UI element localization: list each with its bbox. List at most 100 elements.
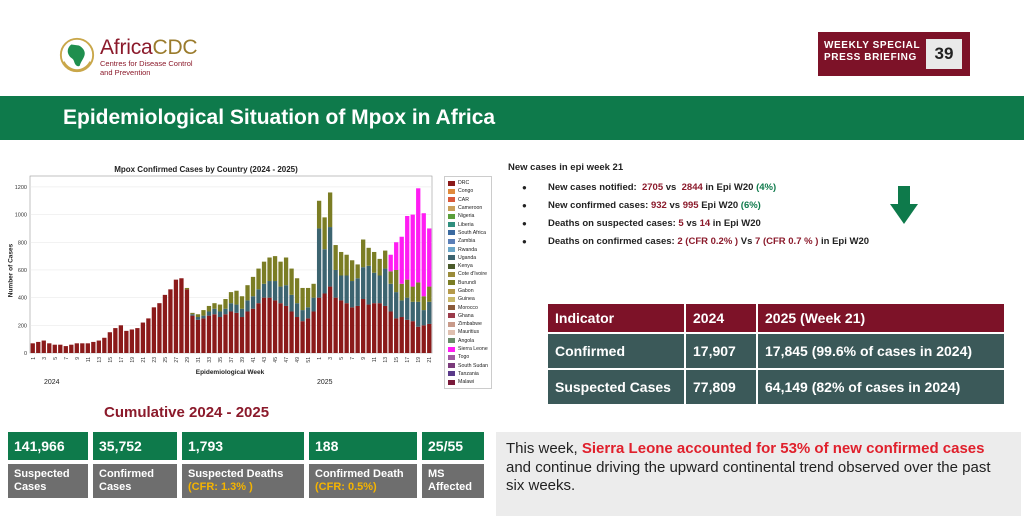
- bar-segment-drc: [405, 319, 410, 353]
- bar-segment-drc: [52, 344, 57, 353]
- bar-segment-drc: [239, 317, 245, 353]
- bar-segment-uganda: [350, 281, 355, 308]
- chart-legend: DRC Congo CAR Cameroon Nigeria Liberia South A…: [444, 176, 492, 390]
- bar-segment-uganda: [421, 310, 426, 326]
- bar-segment-uganda: [366, 265, 371, 305]
- bar-segment-uganda: [377, 275, 382, 304]
- bar-segment-burundi: [327, 192, 333, 228]
- bar-segment-drc: [228, 311, 234, 353]
- legend-label: Liberia: [458, 221, 474, 228]
- bar-segment-drc: [157, 303, 162, 353]
- card-value: 25/55: [422, 432, 484, 460]
- table-cell: 77,809: [686, 370, 756, 404]
- bar-segment-burundi: [256, 268, 261, 290]
- bar-segment-uganda: [405, 297, 410, 320]
- y-tick-label: 200: [18, 323, 27, 329]
- legend-item: Mauritius: [448, 328, 488, 336]
- legend-item: Nigeria: [448, 212, 488, 220]
- bar-segment-drc: [361, 299, 366, 353]
- bar-segment-burundi: [350, 260, 355, 282]
- bar-segment-burundi: [355, 264, 360, 279]
- bar-segment-burundi: [311, 283, 316, 298]
- bar-segment-drc: [333, 297, 338, 353]
- brand-subtitle: Centres for Disease Control and Preventio…: [100, 59, 193, 77]
- bar-segment-drc: [102, 337, 107, 353]
- bar-segment-drc: [366, 304, 371, 353]
- bar-segment-burundi: [394, 269, 399, 293]
- bar-segment-uganda: [327, 227, 333, 287]
- legend-item: Congo: [448, 187, 488, 195]
- bar-segment-burundi: [250, 276, 256, 297]
- bar-segment-uganda: [217, 311, 223, 318]
- bar-segment-uganda: [250, 296, 256, 309]
- bar-segment-drc: [355, 305, 360, 353]
- bar-segment-uganda: [283, 285, 289, 306]
- bar-segment-drc: [322, 293, 327, 353]
- bar-segment-uganda: [416, 301, 421, 327]
- bar-segment-burundi: [228, 292, 234, 304]
- bar-segment-drc: [85, 343, 90, 353]
- legend-item: Zimbabwe: [448, 320, 488, 328]
- bar-segment-drc: [294, 317, 300, 353]
- legend-swatch: [448, 247, 455, 253]
- x-tick-label: 35: [218, 357, 224, 363]
- legend-item: South Africa: [448, 229, 488, 237]
- legend-swatch: [448, 205, 455, 211]
- bar-segment-drc: [91, 341, 96, 353]
- x-tick-label: 51: [306, 357, 312, 363]
- bar-segment-uganda: [289, 294, 294, 312]
- legend-label: Togo: [458, 354, 470, 361]
- bar-segment-drc: [118, 325, 124, 353]
- bar-segment-drc: [47, 343, 52, 353]
- card-suspected-deaths: 1,793 Suspected Deaths (CFR: 1.3% ): [182, 432, 304, 498]
- legend-label: Tanzania: [458, 370, 479, 377]
- bar-segment-uganda: [333, 269, 338, 298]
- table-row: Suspected Cases 77,809 64,149 (82% of ca…: [548, 370, 1004, 404]
- bar-segment-uganda: [228, 303, 234, 312]
- legend-swatch: [448, 230, 455, 236]
- x-tick-label: 3: [328, 357, 334, 360]
- x-axis-label: Epidemiological Week: [195, 369, 265, 376]
- legend-label: Cameroon: [458, 205, 483, 212]
- bar-segment-drc: [223, 314, 228, 353]
- bar-segment-uganda: [206, 311, 212, 316]
- card-label: Confirmed Death (CFR: 0.5%): [309, 464, 417, 498]
- legend-label: Angola: [458, 337, 475, 344]
- year-label-2024: 2024: [44, 379, 60, 386]
- card-label: Confirmed Cases: [93, 464, 177, 498]
- legend-item: Liberia: [448, 220, 488, 228]
- legend-label: South Sudan: [458, 362, 488, 369]
- bar-segment-drc: [173, 279, 179, 353]
- bar-segment-drc: [250, 308, 256, 353]
- x-tick-label: 9: [361, 357, 367, 360]
- bar-segment-uganda: [305, 307, 311, 319]
- legend-swatch: [448, 288, 455, 294]
- bar-segment-burundi: [361, 239, 366, 268]
- legend-swatch: [448, 329, 455, 335]
- table-row: Confirmed 17,907 17,845 (99.6% of cases …: [548, 334, 1004, 368]
- bar-segment-burundi: [267, 257, 272, 282]
- card-value: 1,793: [182, 432, 304, 460]
- x-tick-label: 41: [251, 357, 257, 363]
- legend-swatch: [448, 354, 455, 360]
- bar-segment-uganda: [344, 275, 349, 304]
- legend-label: Zimbabwe: [458, 321, 482, 328]
- bar-segment-burundi: [289, 268, 294, 295]
- bar-segment-uganda: [261, 283, 267, 298]
- bar-segment-drc: [344, 303, 349, 353]
- legend-item: Kenya: [448, 262, 488, 270]
- bar-segment-burundi: [383, 250, 388, 269]
- x-tick-label: 15: [394, 357, 400, 363]
- bar-segment-burundi: [333, 245, 338, 270]
- table-cell: 17,907: [686, 334, 756, 368]
- x-tick-label: 5: [53, 357, 59, 360]
- bar-segment-drc: [272, 300, 278, 353]
- bar-segment-drc: [179, 278, 184, 353]
- bar-segment-drc: [113, 328, 118, 353]
- bar-segment-burundi: [184, 287, 190, 290]
- bar-segment-uganda: [278, 286, 283, 304]
- legend-label: Kenya: [458, 263, 473, 270]
- stat-new-confirmed: New confirmed cases: 932 vs 995 Epi W20 …: [508, 197, 1008, 215]
- bar-segment-drc: [416, 326, 421, 353]
- x-tick-label: 31: [196, 357, 202, 363]
